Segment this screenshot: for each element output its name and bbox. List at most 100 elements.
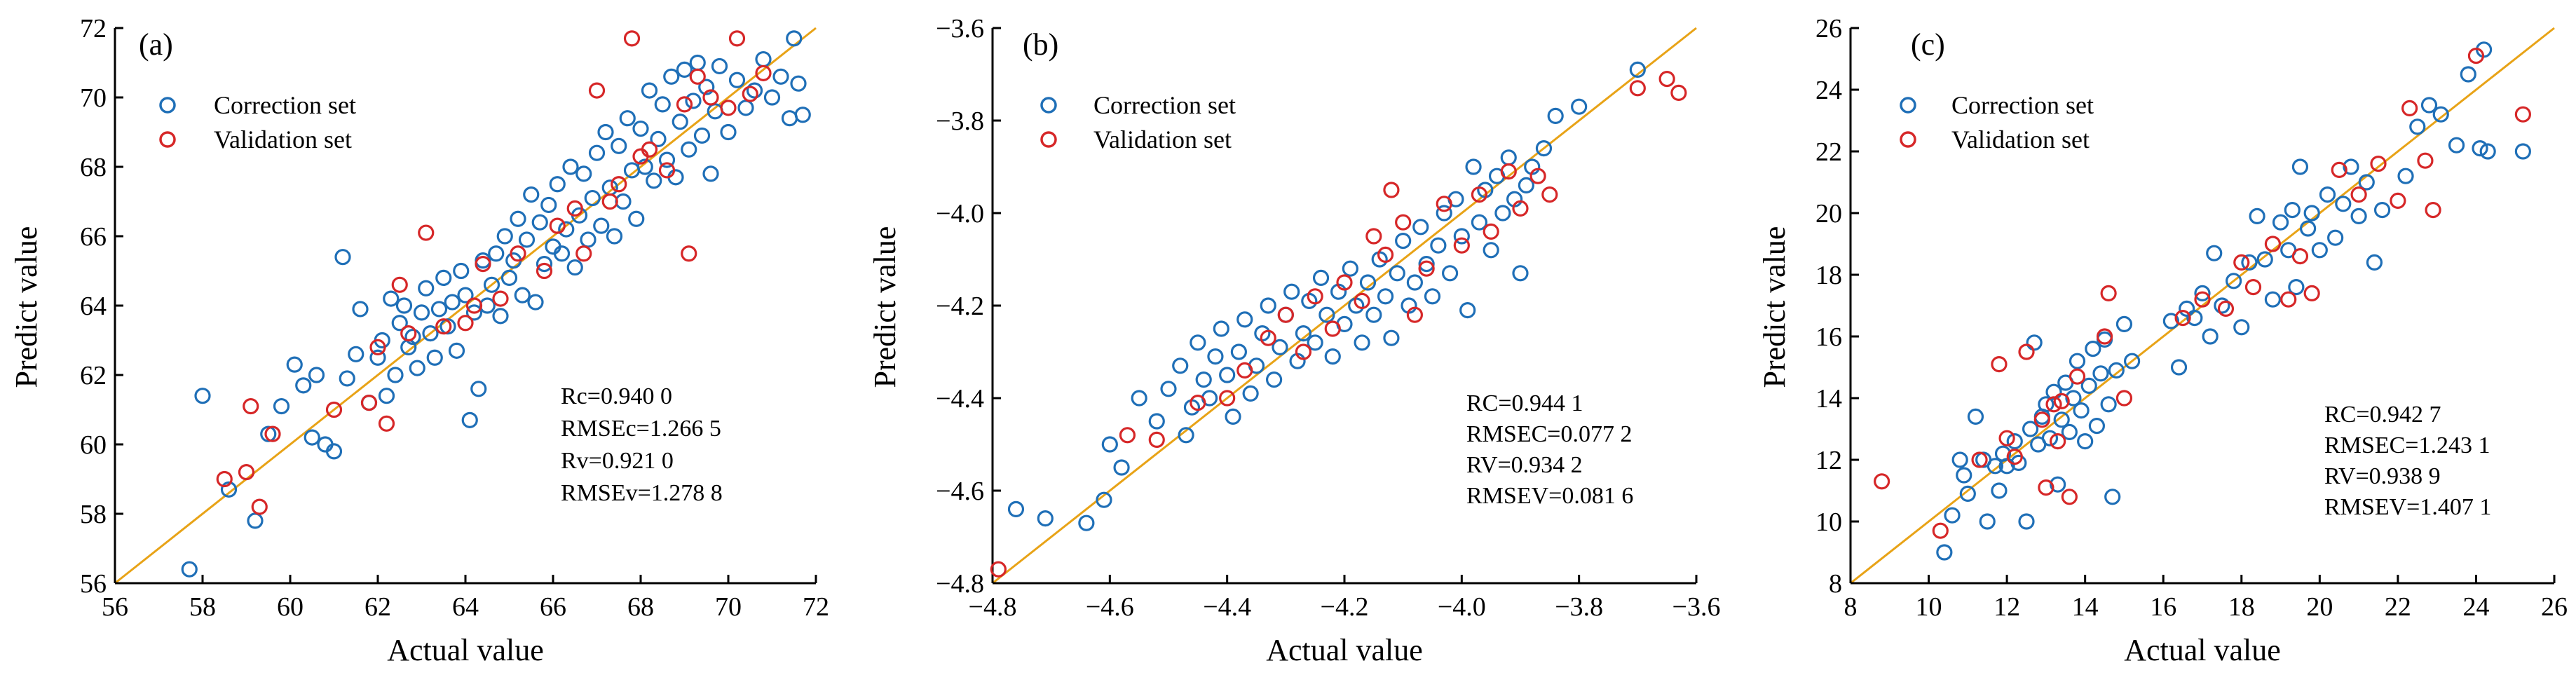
correction-point <box>295 377 312 394</box>
x-tick-label: 72 <box>803 592 829 622</box>
correction-point <box>593 217 610 234</box>
y-tick-label: 18 <box>1815 261 1842 290</box>
correction-point <box>308 367 325 383</box>
validation-point <box>2194 291 2211 308</box>
validation-point <box>1395 214 1412 231</box>
correction-point <box>527 294 544 311</box>
correction-point <box>426 349 443 366</box>
correction-point <box>1365 306 1382 323</box>
correction-point <box>422 325 439 342</box>
validation-point <box>1471 186 1488 203</box>
correction-point <box>1412 219 1429 236</box>
validation-point <box>2264 236 2281 252</box>
correction-point <box>2335 196 2352 212</box>
validation-point <box>601 193 618 210</box>
correction-point <box>720 123 737 141</box>
validation-point <box>1670 84 1687 101</box>
x-tick-label: 56 <box>102 592 128 622</box>
validation-point <box>369 339 386 355</box>
stat-r-cal-a: Rc=0.940 0 <box>561 383 672 409</box>
stat-r-val-c: RV=0.938 9 <box>2324 463 2441 489</box>
validation-point <box>2096 328 2113 345</box>
validation-point <box>689 68 706 85</box>
stat-r-cal-c: RC=0.942 7 <box>2324 402 2441 428</box>
correction-point <box>1979 513 1996 530</box>
validation-point <box>2401 100 2418 116</box>
correction-point <box>1418 256 1435 273</box>
correction-point <box>2358 174 2375 191</box>
correction-point <box>479 297 496 314</box>
correction-point <box>1991 482 2008 499</box>
correction-point <box>1629 61 1646 79</box>
correction-point <box>1518 177 1534 193</box>
y-tick-label: 56 <box>80 569 107 599</box>
correction-point <box>711 57 728 75</box>
validation-point <box>475 256 491 273</box>
correction-point <box>672 114 688 130</box>
correction-point <box>2272 214 2289 231</box>
correction-point <box>2073 402 2090 419</box>
legend-label-correction-c: Correction set <box>1951 91 2094 119</box>
validation-point <box>457 315 474 332</box>
correction-point <box>1318 306 1335 323</box>
x-tick-label: 10 <box>1916 592 1942 622</box>
validation-point <box>990 561 1007 578</box>
validation-point <box>2514 106 2531 123</box>
correction-point <box>650 130 667 147</box>
x-tick-label: 12 <box>1994 592 2020 622</box>
correction-point <box>2420 97 2438 114</box>
validation-point <box>2033 411 2050 428</box>
correction-point <box>1436 205 1452 221</box>
correction-point <box>689 54 706 71</box>
y-tick-label: 14 <box>1815 384 1842 414</box>
correction-point <box>352 301 369 318</box>
y-tick-label: 26 <box>1815 14 1842 43</box>
correction-point <box>194 388 211 404</box>
legend-label-correction-b: Correction set <box>1093 91 1236 119</box>
correction-point <box>2065 390 2082 407</box>
correction-point <box>2018 513 2035 530</box>
correction-point <box>378 388 395 404</box>
correction-point <box>2479 143 2496 160</box>
correction-point <box>247 512 264 529</box>
correction-point <box>1113 459 1130 476</box>
validation-point <box>492 290 509 307</box>
validation-point <box>1236 362 1253 379</box>
correction-point <box>2291 158 2309 175</box>
correction-point <box>1272 339 1288 355</box>
reference-line <box>114 27 817 585</box>
validation-point <box>549 217 566 234</box>
panel-label-a: (a) <box>139 27 173 62</box>
correction-point <box>1195 371 1212 388</box>
validation-point <box>2467 47 2485 64</box>
validation-point <box>1383 182 1400 198</box>
validation-point <box>2174 310 2191 327</box>
y-tick-label: 16 <box>1815 322 1842 352</box>
correction-point <box>1219 367 1236 383</box>
correction-point <box>1131 390 1147 407</box>
correction-point <box>2206 245 2223 261</box>
y-tick-label: 12 <box>1815 446 1842 475</box>
correction-point <box>439 318 456 335</box>
correction-point <box>2460 66 2476 83</box>
y-tick-label: −4.2 <box>936 292 984 321</box>
correction-point <box>409 360 425 376</box>
legend-marker-correction-a <box>159 97 176 114</box>
validation-point <box>623 30 641 47</box>
validation-point <box>1932 522 1949 539</box>
validation-point <box>264 425 281 442</box>
correction-point <box>702 165 719 182</box>
correction-point <box>1172 357 1189 374</box>
validation-point <box>2370 156 2387 172</box>
y-tick-label: 68 <box>80 153 107 182</box>
correction-point <box>444 294 461 311</box>
correction-point <box>781 110 798 127</box>
validation-point <box>1658 70 1675 88</box>
validation-point <box>2053 393 2070 410</box>
validation-point <box>435 318 452 335</box>
y-axis-title-a: Predict value <box>9 226 43 388</box>
correction-point <box>1236 311 1253 328</box>
correction-point <box>737 100 754 116</box>
y-tick-label: −3.6 <box>936 14 984 43</box>
validation-point <box>1541 186 1558 203</box>
